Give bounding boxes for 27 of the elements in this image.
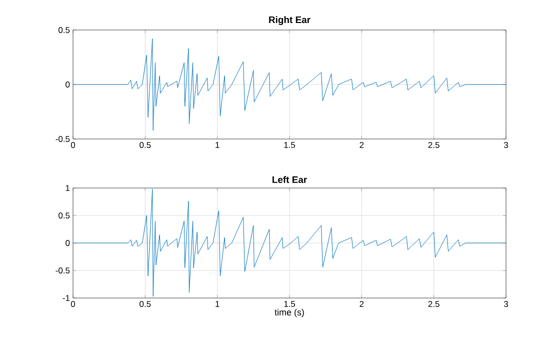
x-tick-label: 0 [70, 142, 76, 148]
x-tick-label: 2 [360, 301, 364, 307]
x-tick-label: 0.5 [140, 142, 151, 148]
x-tick-label: 0.5 [140, 301, 151, 308]
chart-title: Right Ear [269, 16, 310, 25]
y-tick-label: -1 [62, 295, 70, 301]
x-tick-label: 2.5 [428, 301, 440, 308]
x-tick-label: 3 [504, 142, 508, 148]
line-series [73, 188, 506, 297]
y-tick-label: 0.5 [58, 212, 70, 218]
y-tick-label: -0.5 [56, 268, 70, 274]
x-tick-label: 2 [360, 142, 364, 148]
line-series [73, 38, 506, 131]
x-tick-label: 1.5 [284, 142, 296, 148]
x-axis-title: time (s) [274, 308, 304, 318]
x-tick-label: 1.5 [284, 301, 296, 307]
y-tick-label: -0.5 [56, 136, 70, 142]
x-tick-label: 1 [216, 142, 220, 148]
y-tick-label: 1 [66, 185, 70, 191]
x-tick-label: 0 [70, 301, 76, 308]
x-tick-label: 1 [216, 301, 220, 307]
chart-title: Left Ear [272, 176, 307, 184]
y-tick-label: 0.5 [58, 27, 70, 33]
x-tick-label: 3 [504, 301, 508, 308]
y-tick-label: 0 [66, 82, 70, 88]
y-tick-label: 0 [66, 240, 70, 246]
x-tick-label: 2.5 [428, 142, 440, 148]
